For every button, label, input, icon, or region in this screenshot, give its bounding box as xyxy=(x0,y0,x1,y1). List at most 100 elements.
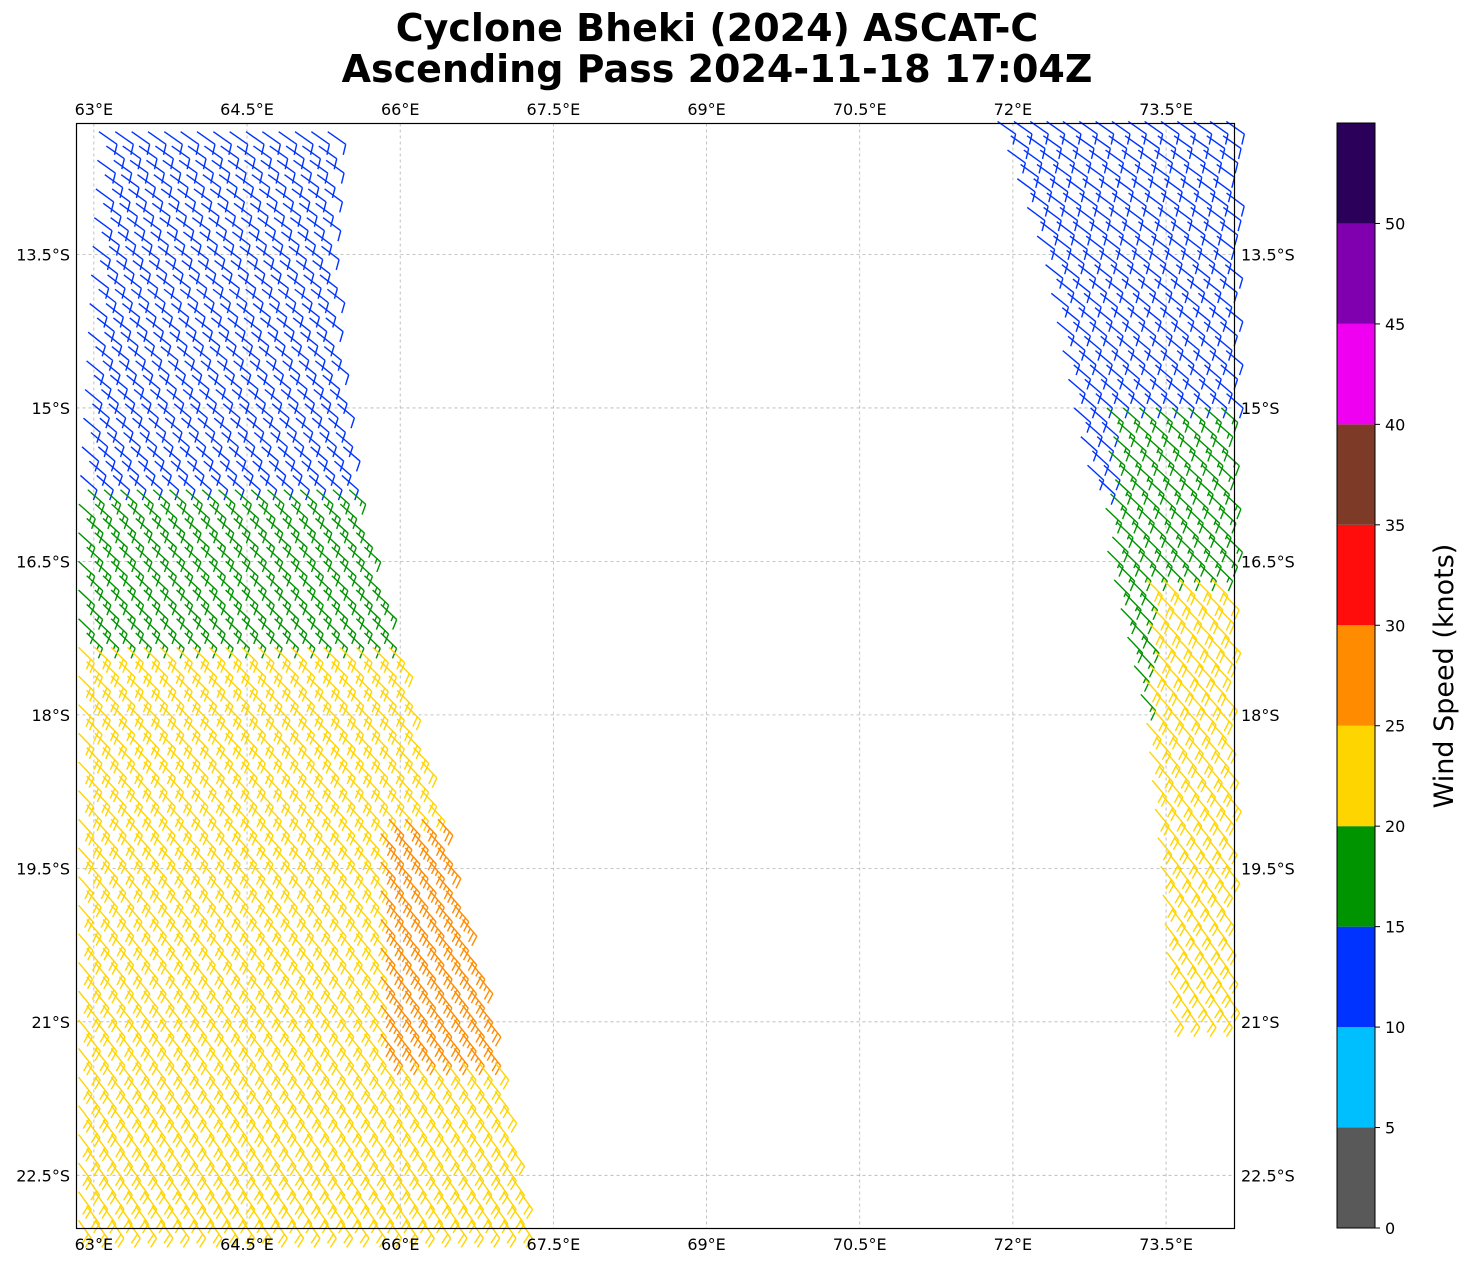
wind-barb xyxy=(1185,880,1201,908)
wind-barb xyxy=(102,919,118,947)
wind-barb xyxy=(208,818,225,846)
wind-barb xyxy=(1150,163,1170,188)
wind-barb xyxy=(178,317,197,343)
wind-barb xyxy=(404,704,422,731)
wind-barb xyxy=(290,904,306,932)
wind-barb xyxy=(107,274,126,299)
wind-barb xyxy=(151,1148,166,1176)
wind-barb xyxy=(96,317,116,343)
wind-barb xyxy=(249,360,268,386)
wind-barb xyxy=(94,876,111,903)
wind-barb xyxy=(1185,464,1203,491)
wind-barb xyxy=(1144,192,1164,217)
wind-barb xyxy=(363,1148,379,1176)
wind-barb xyxy=(290,1133,305,1162)
wind-barb xyxy=(208,1219,223,1248)
wind-barb xyxy=(257,1133,273,1162)
wind-barb xyxy=(78,933,94,961)
wind-barb xyxy=(396,861,413,889)
wind-barb xyxy=(233,1062,248,1090)
wind-barb xyxy=(323,761,340,788)
wind-barb xyxy=(249,1176,264,1205)
wind-barb xyxy=(118,947,135,975)
wind-barb xyxy=(77,1133,93,1162)
wind-barb xyxy=(184,689,201,717)
wind-barb xyxy=(234,489,252,515)
wind-barb xyxy=(135,919,151,947)
wind-barb xyxy=(347,775,364,803)
wind-barb xyxy=(1214,292,1233,318)
colorbar-segment xyxy=(1337,223,1375,324)
wind-barb xyxy=(184,360,203,386)
wind-barb xyxy=(1224,966,1239,994)
wind-barb xyxy=(136,331,156,357)
wind-barb xyxy=(139,274,159,299)
wind-barb xyxy=(127,675,144,702)
wind-barb xyxy=(1181,335,1200,361)
wind-barb xyxy=(1175,493,1193,520)
wind-barb xyxy=(143,933,159,961)
wind-barb xyxy=(1154,149,1174,174)
wind-barb xyxy=(143,761,160,788)
wind-barb xyxy=(260,159,280,184)
wind-barb xyxy=(404,1019,420,1047)
wind-barb xyxy=(388,1019,404,1047)
wind-barb xyxy=(1157,450,1175,477)
wind-barb xyxy=(1170,1009,1184,1037)
wind-barb xyxy=(208,847,225,875)
wind-barb xyxy=(233,747,250,774)
wind-barb xyxy=(265,861,282,889)
wind-barb xyxy=(314,689,332,717)
wind-barb xyxy=(429,976,445,1004)
wind-barb xyxy=(314,546,333,573)
wind-barb xyxy=(86,890,102,918)
wind-barb xyxy=(404,1105,420,1133)
wind-barb xyxy=(1192,865,1208,894)
x-tick-label-bottom: 73.5°E xyxy=(1139,1235,1193,1254)
wind-barb xyxy=(212,288,232,314)
wind-barb xyxy=(1157,135,1177,160)
wind-barb xyxy=(1154,507,1172,534)
wind-barb xyxy=(78,847,94,875)
wind-barb xyxy=(363,890,380,918)
wind-barb xyxy=(142,374,161,400)
wind-barb xyxy=(429,1176,444,1205)
wind-barb xyxy=(1084,378,1103,405)
wind-barb xyxy=(335,431,354,458)
wind-barb xyxy=(176,346,196,371)
wind-barb xyxy=(143,1019,159,1047)
wind-barb xyxy=(461,1062,477,1090)
wind-barb xyxy=(274,818,291,846)
wind-barb xyxy=(1082,249,1102,275)
wind-barb xyxy=(323,1105,338,1133)
wind-barb xyxy=(290,818,307,846)
wind-barb xyxy=(347,661,365,688)
wind-barb xyxy=(470,1019,486,1047)
wind-barb xyxy=(208,589,226,616)
wind-barb xyxy=(260,317,279,343)
wind-barb xyxy=(421,761,438,788)
wind-barb xyxy=(233,976,249,1004)
wind-barb xyxy=(284,174,304,199)
colorbar-segment xyxy=(1337,826,1375,927)
wind-barb xyxy=(1085,235,1105,261)
wind-barb xyxy=(273,374,292,400)
wind-barb xyxy=(314,1148,330,1176)
wind-barb xyxy=(102,861,119,889)
wind-barb xyxy=(396,1062,412,1090)
wind-barb xyxy=(245,131,265,155)
wind-barb xyxy=(1154,221,1173,246)
wind-barb xyxy=(265,833,282,860)
wind-barb xyxy=(208,790,225,817)
wind-barb xyxy=(453,1219,468,1248)
wind-barb xyxy=(1082,178,1102,203)
wind-barb xyxy=(1124,206,1144,232)
wind-barb xyxy=(304,403,323,429)
wind-barb xyxy=(235,174,255,199)
wind-barb xyxy=(233,947,249,975)
wind-barb xyxy=(355,1162,370,1191)
wind-barb xyxy=(293,446,312,472)
wind-barb xyxy=(249,919,266,947)
wind-barb xyxy=(274,847,290,875)
wind-barb xyxy=(233,202,253,227)
